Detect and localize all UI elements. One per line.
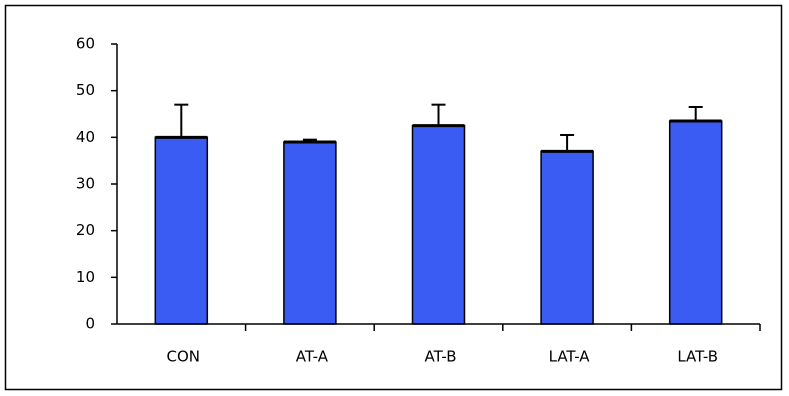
x-tick-label: LAT-A xyxy=(549,348,591,366)
y-tick-label: 40 xyxy=(76,128,95,146)
x-tick-label: AT-B xyxy=(424,348,456,366)
bar xyxy=(411,124,466,325)
bar xyxy=(283,141,337,325)
bar xyxy=(154,136,209,325)
y-tick-label: 10 xyxy=(76,268,95,286)
x-tick-label: CON xyxy=(167,348,201,366)
y-tick-label: 60 xyxy=(76,35,95,53)
x-tick-label: AT-A xyxy=(296,348,329,366)
y-tick-label: 50 xyxy=(76,81,95,99)
x-tick-label: LAT-B xyxy=(677,348,718,366)
bar xyxy=(540,150,594,325)
y-tick-label: 0 xyxy=(85,315,95,333)
chart-frame xyxy=(4,4,783,391)
y-tick-label: 30 xyxy=(76,175,95,193)
bar xyxy=(668,120,723,325)
y-tick-label: 20 xyxy=(76,221,95,239)
